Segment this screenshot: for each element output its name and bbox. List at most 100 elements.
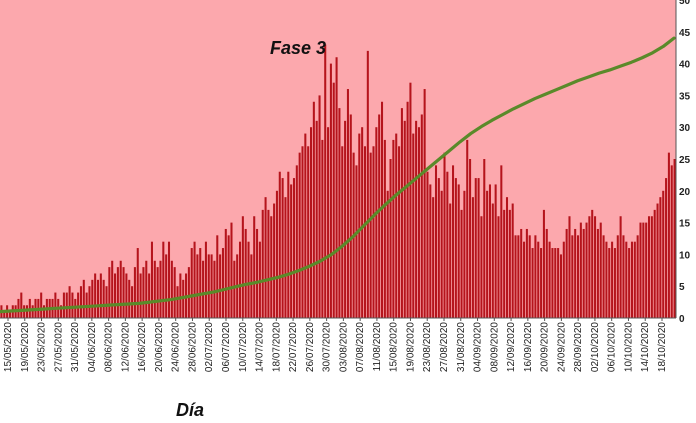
bar bbox=[557, 248, 560, 318]
bar bbox=[344, 120, 347, 318]
bar bbox=[96, 279, 100, 318]
y-tick-label: 25 bbox=[679, 155, 691, 166]
bar bbox=[528, 235, 531, 318]
x-tick-label: 02/07/2020 bbox=[204, 322, 215, 372]
bar bbox=[420, 114, 423, 318]
bar bbox=[68, 286, 71, 318]
bar bbox=[415, 120, 418, 318]
bar bbox=[309, 127, 313, 318]
bar bbox=[534, 235, 537, 318]
bar bbox=[114, 273, 117, 318]
bar bbox=[670, 165, 673, 318]
bar bbox=[375, 127, 378, 318]
bar bbox=[338, 108, 341, 319]
bar bbox=[437, 178, 440, 318]
bar bbox=[102, 279, 105, 318]
x-tick-label: 11/08/2020 bbox=[372, 322, 383, 372]
bar bbox=[116, 267, 119, 318]
bar bbox=[642, 222, 645, 318]
bar bbox=[125, 273, 128, 318]
bar bbox=[79, 286, 82, 318]
bar bbox=[369, 152, 372, 318]
bar bbox=[341, 146, 344, 318]
y-tick-label: 40 bbox=[679, 60, 691, 71]
x-tick-label: 18/10/2020 bbox=[657, 322, 668, 372]
bar bbox=[505, 197, 509, 318]
bar bbox=[258, 241, 261, 318]
bar bbox=[332, 82, 335, 319]
bar bbox=[531, 248, 534, 318]
bar bbox=[576, 235, 580, 318]
bar bbox=[596, 228, 599, 318]
bar bbox=[619, 216, 622, 318]
bar bbox=[111, 260, 114, 318]
bar bbox=[548, 241, 551, 318]
bar bbox=[281, 178, 284, 318]
bar bbox=[386, 190, 389, 318]
bar bbox=[304, 133, 307, 318]
bar bbox=[256, 228, 259, 318]
bar bbox=[511, 203, 514, 318]
x-axis-ticks: 15/05/2020 19/05/2020 23/05/2020 27/05/2020… bbox=[3, 318, 668, 372]
bar bbox=[406, 101, 409, 318]
bar bbox=[673, 159, 676, 318]
bar bbox=[238, 241, 242, 318]
bar bbox=[443, 152, 446, 318]
bar bbox=[395, 133, 398, 318]
x-tick-label: 18/07/2020 bbox=[271, 322, 282, 372]
bar bbox=[71, 292, 74, 318]
bar bbox=[207, 254, 210, 318]
bar bbox=[599, 222, 602, 318]
bar bbox=[358, 133, 361, 318]
bar bbox=[440, 190, 443, 318]
bar bbox=[426, 171, 429, 318]
x-tick-label: 14/10/2020 bbox=[640, 322, 651, 372]
x-tick-label: 04/09/2020 bbox=[473, 322, 484, 372]
bar bbox=[60, 305, 63, 318]
bar bbox=[40, 292, 43, 318]
bar bbox=[398, 146, 401, 318]
bar bbox=[165, 254, 168, 318]
bar bbox=[483, 159, 486, 318]
x-tick-label: 26/07/2020 bbox=[305, 322, 316, 372]
bar bbox=[298, 152, 301, 318]
bar bbox=[571, 235, 574, 318]
bar bbox=[667, 152, 670, 318]
bar bbox=[500, 165, 503, 318]
x-tick-label: 27/05/2020 bbox=[53, 322, 64, 372]
bar bbox=[480, 216, 483, 318]
bar bbox=[105, 286, 108, 318]
bar bbox=[25, 305, 29, 318]
bar bbox=[486, 190, 489, 318]
x-tick-label: 31/05/2020 bbox=[70, 322, 81, 372]
bar bbox=[31, 305, 34, 318]
bar bbox=[253, 216, 256, 318]
bar bbox=[579, 222, 582, 318]
bar bbox=[488, 184, 491, 318]
bar bbox=[275, 190, 278, 318]
x-tick-label: 20/06/2020 bbox=[154, 322, 165, 372]
bar bbox=[494, 184, 497, 318]
bar bbox=[77, 292, 80, 318]
bar bbox=[122, 267, 125, 318]
x-tick-label: 14/07/2020 bbox=[255, 322, 266, 372]
bar bbox=[219, 254, 222, 318]
bar bbox=[613, 248, 616, 318]
bar-series bbox=[0, 44, 676, 319]
bar bbox=[514, 235, 517, 318]
bar bbox=[594, 216, 597, 318]
bar bbox=[508, 209, 511, 318]
bar bbox=[582, 228, 585, 318]
bar bbox=[170, 260, 173, 318]
bar bbox=[525, 228, 528, 318]
bar bbox=[241, 216, 244, 318]
y-tick-label: 50 bbox=[679, 0, 691, 7]
bar bbox=[633, 241, 636, 318]
bar bbox=[517, 235, 520, 318]
bar bbox=[574, 228, 577, 318]
bar bbox=[628, 248, 631, 318]
bar bbox=[292, 178, 295, 318]
bar bbox=[108, 267, 111, 318]
bar bbox=[142, 267, 145, 318]
